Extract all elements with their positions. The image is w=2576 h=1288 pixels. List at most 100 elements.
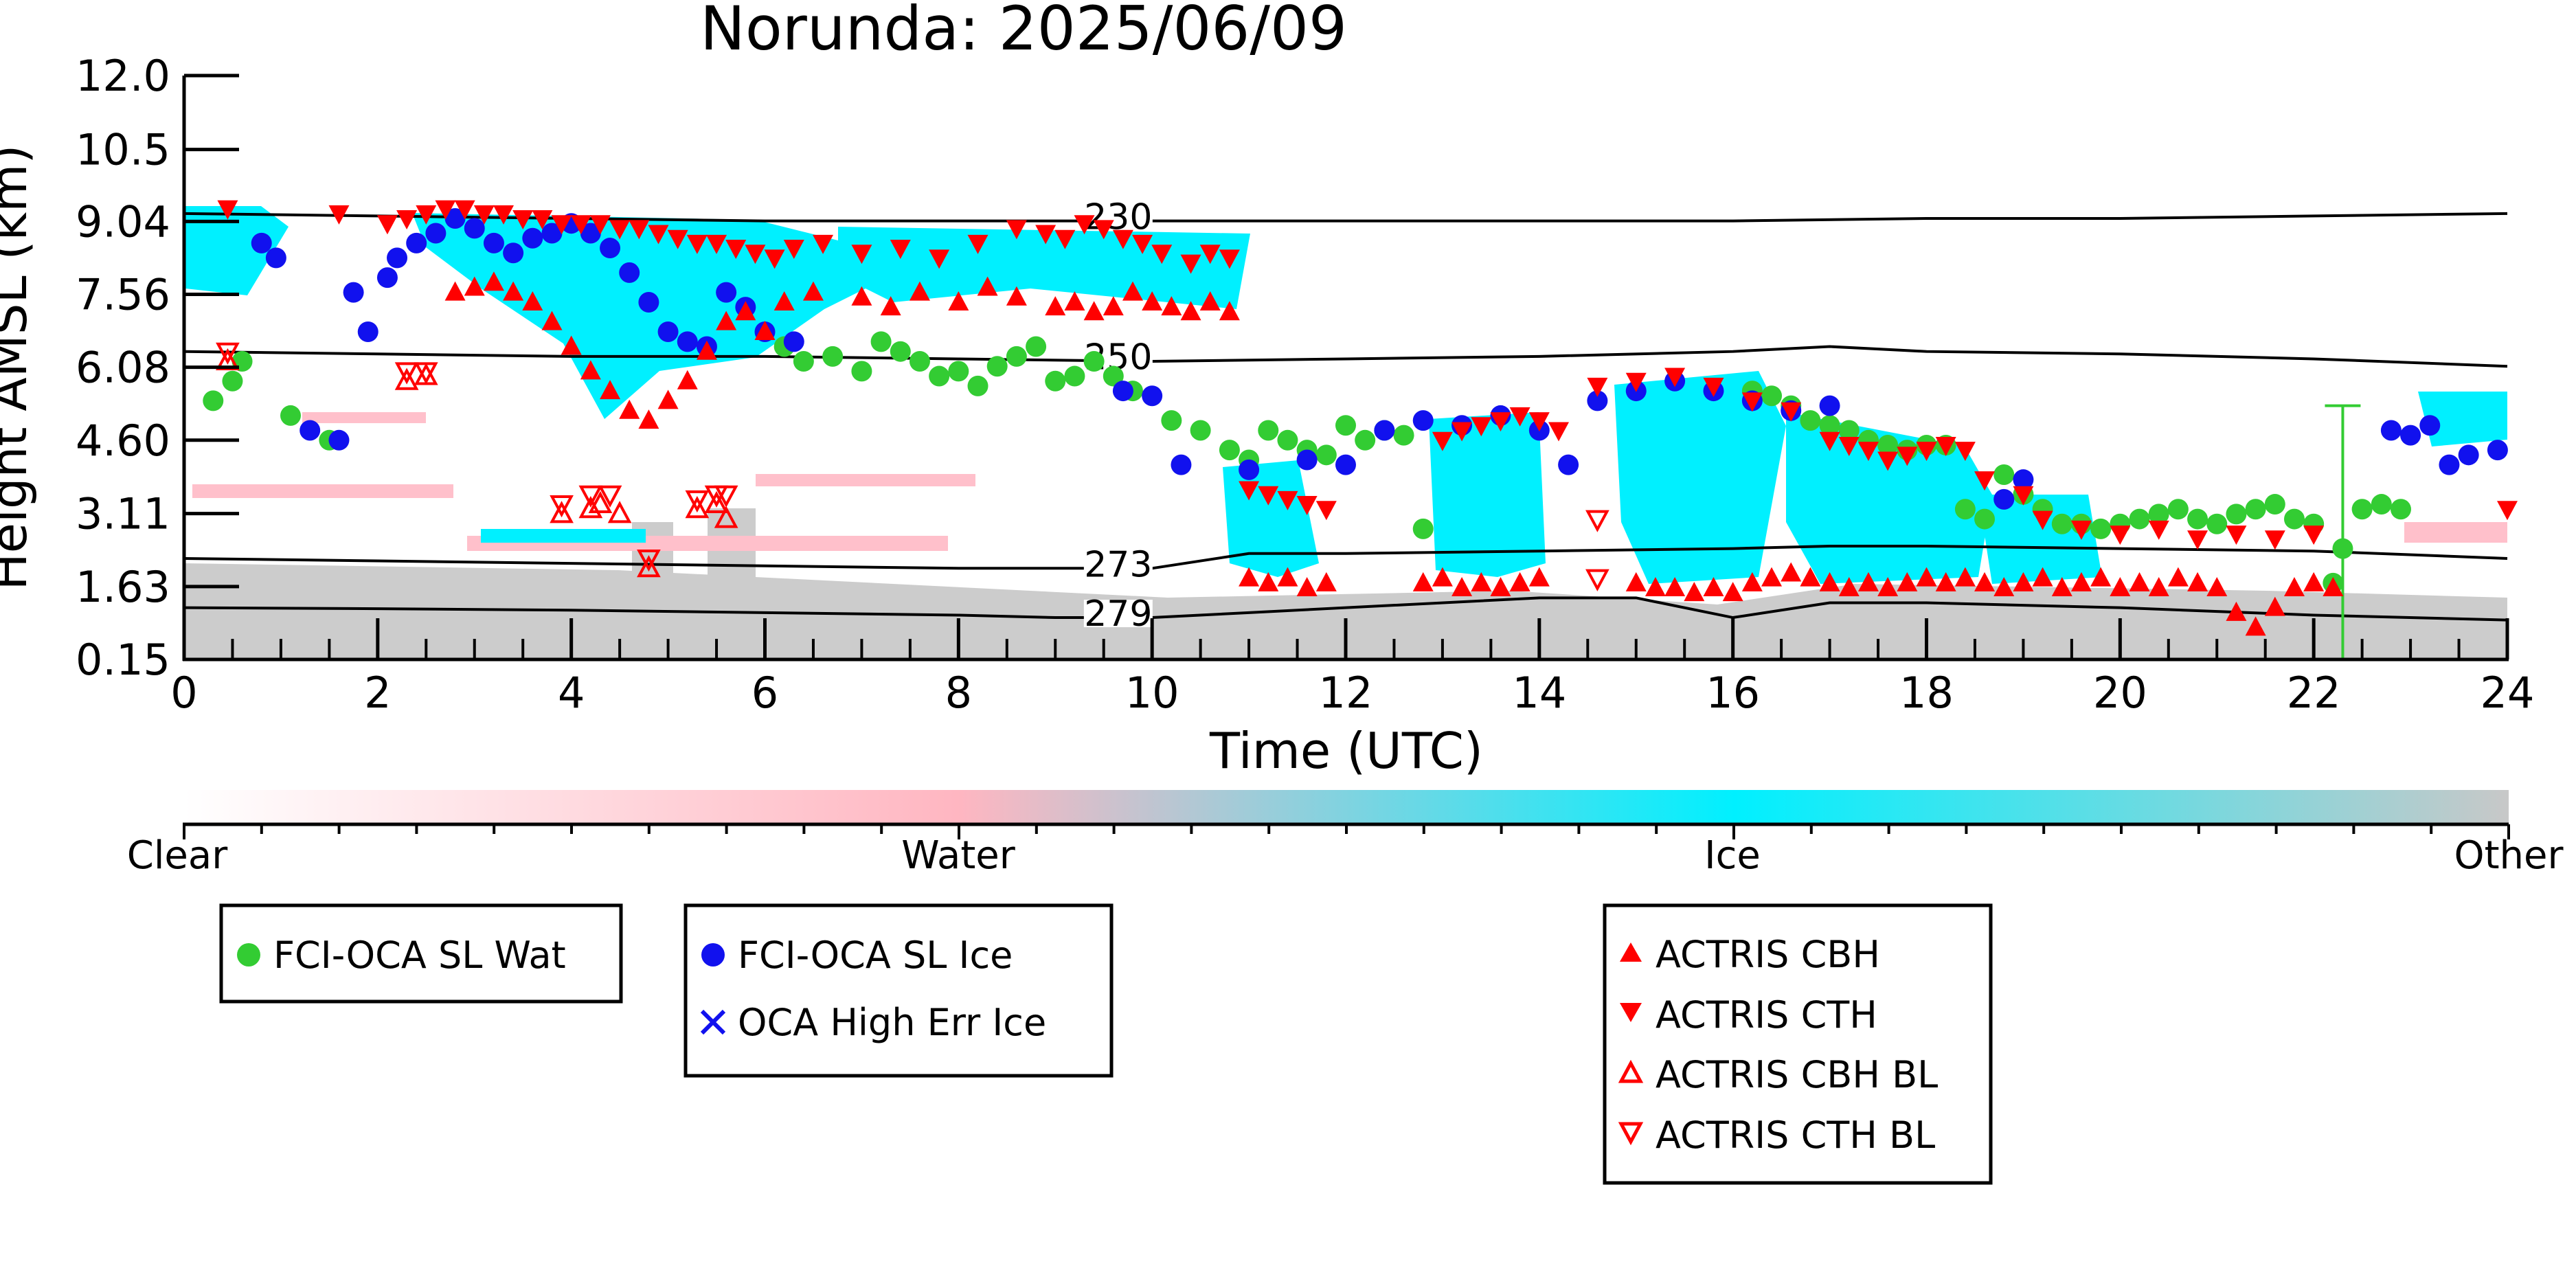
- actris-cbh-point: [1509, 572, 1530, 591]
- y-tick-label-3: 4.60: [76, 416, 170, 466]
- fci-oca-sl-ice-point: [619, 262, 640, 283]
- fci-oca-sl-ice-point: [638, 291, 659, 313]
- actris-cbh-point: [880, 296, 901, 316]
- actris-cth-point: [2264, 530, 2285, 550]
- legend-ice-label: FCI-OCA SL Ice: [738, 934, 1013, 977]
- fci-oca-sl-wat-point: [1412, 518, 1434, 539]
- actris-cbh-point: [1451, 576, 1473, 596]
- fci-oca-sl-wat-point: [1877, 434, 1899, 455]
- fci-oca-sl-ice-point: [522, 227, 543, 249]
- fci-oca-sl-ice-point: [1335, 454, 1356, 475]
- actris-cth-point: [1132, 234, 1153, 254]
- fci-oca-sl-ice-point: [376, 267, 398, 289]
- actris-cth-point: [1219, 249, 1240, 269]
- legend-higherr-label: OCA High Err Ice: [738, 1001, 1046, 1044]
- ice-region-4: [1223, 460, 1319, 577]
- actris-cbh-point: [1006, 286, 1027, 306]
- fci-oca-sl-wat-point: [2351, 499, 2373, 520]
- y-tick-label-2: 3.11: [76, 489, 170, 539]
- fci-oca-sl-ice-point: [2013, 469, 2034, 490]
- actris-cbh-point: [1684, 582, 1705, 602]
- actris-cth-point: [1741, 392, 1763, 412]
- actris-cbh-point: [522, 291, 543, 310]
- fci-oca-sl-wat-point: [2371, 494, 2392, 515]
- fci-oca-sl-wat-point: [2148, 504, 2169, 525]
- y-tick-label-0: 0.15: [76, 635, 170, 685]
- data-markers: [203, 200, 2518, 659]
- isotherm-label-279: 279: [1084, 594, 1152, 635]
- actris-cth-bl-point: [550, 495, 574, 518]
- actris-cbh-point: [1296, 576, 1318, 596]
- actris-cbh-point: [1219, 301, 1240, 321]
- actris-cbh-point: [580, 360, 601, 380]
- legend-ice-box: [683, 903, 1114, 1078]
- actris-cth-point: [493, 205, 515, 225]
- actris-cth-bl-point: [714, 485, 738, 508]
- isotherm-279: [183, 596, 2508, 622]
- actris-cbh-point: [464, 276, 485, 296]
- actris-cbh-point: [1664, 576, 1686, 596]
- actris-cth-point: [706, 234, 727, 254]
- actris-cth-point: [1509, 407, 1530, 427]
- fci-oca-sl-wat-point: [2051, 513, 2072, 534]
- actris-cth-point: [1625, 372, 1647, 392]
- actris-cbh-point: [638, 409, 659, 429]
- colorbar-label-other: Other: [2454, 833, 2564, 878]
- fci-oca-sl-ice-point: [716, 282, 737, 303]
- actris-cbh-bl-point: [394, 368, 419, 390]
- actris-cbh-point: [1142, 291, 1163, 310]
- actris-cth-point: [1451, 422, 1473, 442]
- actris-cbh-point: [754, 320, 776, 340]
- water-field: [192, 412, 2507, 551]
- actris-cbh-bl-point: [714, 506, 738, 528]
- fci-oca-sl-wat-point: [1800, 410, 1821, 431]
- fci-oca-sl-ice-point: [2400, 425, 2421, 446]
- actris-cbh-point: [2167, 567, 2189, 587]
- isotherm-label-bg: [1083, 550, 1153, 578]
- actris-cbh-point: [1412, 572, 1434, 591]
- fci-oca-sl-wat-point: [1277, 429, 1298, 451]
- fci-oca-sl-ice-point: [1296, 449, 1318, 471]
- actris-cth-point: [1548, 422, 1570, 442]
- actris-cbh-point: [773, 291, 795, 310]
- fci-oca-sl-ice-point: [677, 331, 698, 352]
- fci-oca-sl-wat-point: [967, 375, 988, 396]
- actris-cbh-point: [2110, 576, 2131, 596]
- colorbar-ticks: [183, 824, 2510, 839]
- ice-region-7: [1786, 412, 1992, 584]
- actris-cbh-point: [1199, 291, 1221, 310]
- actris-cth-bl-point: [598, 485, 622, 508]
- actris-cbh-point: [1741, 572, 1763, 591]
- legend-actris: ACTRIS CBH ACTRIS CTH ACTRIS CBH BL ACTR…: [1603, 903, 1993, 1185]
- fci-oca-sl-ice-point: [2380, 420, 2402, 441]
- actris-cth-point: [1432, 431, 1453, 451]
- actris-cth-point: [1781, 402, 1802, 422]
- y-tick-label-5: 7.56: [76, 269, 170, 319]
- actris-cth-point: [416, 205, 437, 225]
- actris-cth-bl-point: [685, 490, 710, 513]
- fci-oca-sl-wat-point: [2245, 499, 2266, 520]
- actris-cbh-point: [1916, 567, 1937, 587]
- actris-cth-point: [1180, 254, 1201, 274]
- fci-oca-sl-ice-point: [600, 238, 621, 259]
- actris-cbh-point: [1180, 301, 1201, 321]
- fci-oca-sl-ice-point: [464, 218, 485, 239]
- actris-cth-bl-point: [1585, 569, 1609, 591]
- x-tick-label-10: 20: [2093, 668, 2147, 718]
- x-tick-label-1: 2: [364, 668, 391, 718]
- actris-cth-point: [1112, 229, 1133, 249]
- actris-cbh-point: [1064, 291, 1085, 310]
- actris-cth-point: [1490, 412, 1511, 432]
- colorbar-gradient: [184, 790, 2509, 824]
- actris-cbh-point: [1645, 576, 1666, 596]
- actris-cbh-point: [1954, 567, 1976, 587]
- colorbar-label-clear: Clear: [127, 833, 228, 878]
- fci-oca-sl-wat-point: [822, 346, 844, 367]
- actris-cth-point: [1258, 486, 1279, 506]
- fci-oca-sl-wat-point: [870, 331, 892, 352]
- actris-cbh-point: [619, 399, 640, 419]
- actris-cbh-point: [2051, 576, 2072, 596]
- actris-cbh-point: [909, 281, 930, 301]
- ice-region-3: [838, 227, 1250, 309]
